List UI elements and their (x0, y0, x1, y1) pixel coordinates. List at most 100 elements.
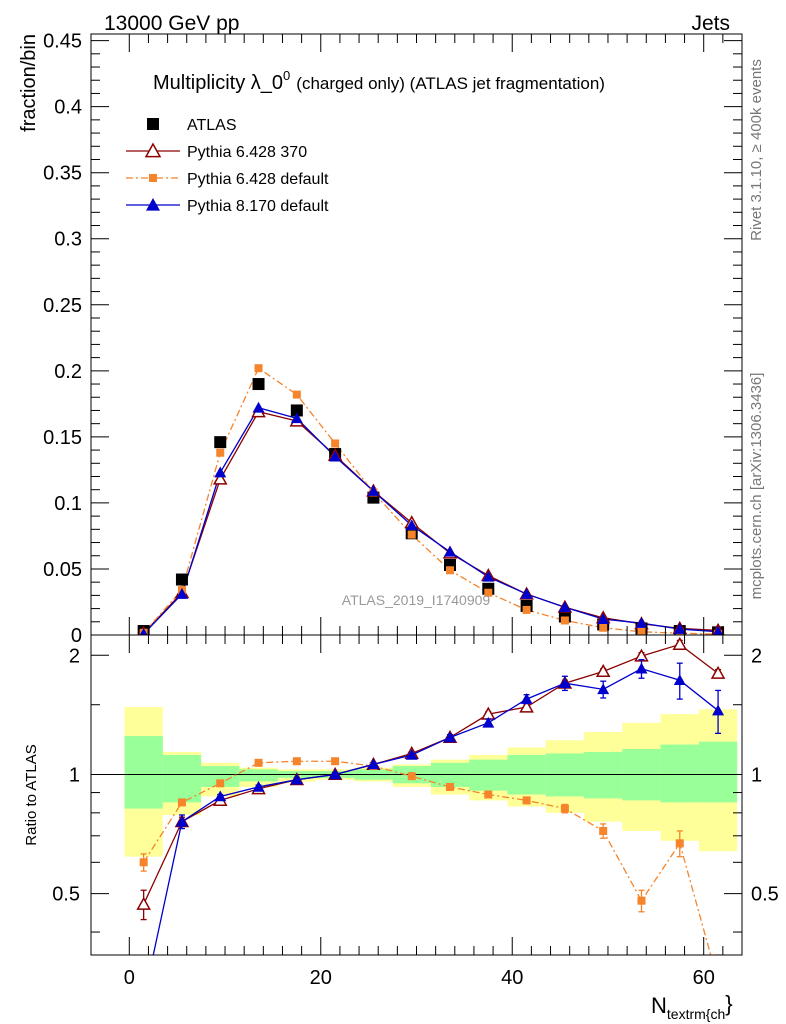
ratio-ytick-label-right: 2 (751, 645, 762, 667)
ratio-marker-s0-p14 (672, 636, 688, 650)
main-ytick-label: 0.25 (43, 295, 82, 317)
legend-marker-3 (146, 198, 160, 211)
legend: ATLAS Pythia 6.428 370 Pythia 6.428 defaul… (126, 117, 329, 215)
ratio-xtick-label: 0 (124, 967, 135, 989)
ratio-band-green-14 (660, 744, 699, 803)
main-marker-s3-p12 (597, 613, 610, 624)
ratio-marker-s2-p14 (673, 674, 686, 685)
main-line-series-3 (143, 407, 719, 635)
ratio-marker-s1-p10 (522, 796, 531, 805)
main-marker-s3-p8 (444, 545, 457, 557)
ratio-ytick-label-left: 1 (69, 764, 80, 786)
xlabel-tail: } (725, 991, 732, 1016)
main-marker-s2-p13 (637, 627, 646, 635)
legend-label-0: ATLAS (187, 117, 237, 134)
ratio-marker-s1-p13 (637, 896, 646, 905)
header-right: Jets (691, 12, 730, 35)
title-sup: 0 (283, 68, 290, 83)
main-marker-s2-p11 (560, 616, 569, 625)
ratio-marker-s2-p1 (175, 815, 188, 827)
legend-marker-2 (149, 174, 157, 182)
ratio-line-series-1 (143, 760, 712, 955)
ratio-marker-s0-p10 (519, 699, 534, 713)
ratio-marker-s2-p8 (444, 731, 457, 743)
main-marker-s2-p3 (254, 364, 263, 373)
main-ytick-label: 0.45 (43, 31, 82, 53)
ratio-xtick-label: 20 (310, 967, 332, 989)
ratio-band-green-2 (201, 766, 240, 787)
ratio-marker-s2-p3 (252, 780, 265, 792)
legend-marker-1 (144, 142, 162, 158)
main-ytick-label: 0.3 (54, 229, 82, 251)
main-ytick-label: 0.1 (54, 493, 82, 515)
main-marker-s3-p14 (673, 623, 686, 634)
ratio-marker-s2-p13 (635, 662, 648, 674)
main-marker-s3-p10 (520, 588, 533, 599)
main-ytick-label: 0.2 (54, 361, 82, 383)
main-marker-s3-p2 (214, 466, 227, 478)
ratio-marker-s2-p12 (597, 683, 610, 695)
ratio-ytick-label-left: 0.5 (52, 884, 80, 906)
ratio-line-series-2 (152, 667, 719, 955)
ratio-xtick-label: 40 (501, 967, 523, 989)
main-marker-s0-p2 (214, 436, 227, 449)
ratio-marker-s0-p12 (595, 663, 611, 678)
main-marker-s3-p4 (290, 412, 303, 424)
main-marker-s2-p9 (484, 588, 493, 597)
legend-marker-0 (147, 118, 159, 130)
ratio-ytick-label-right: 0.5 (751, 884, 779, 906)
main-ytick-label: 0.05 (43, 559, 82, 581)
ratio-marker-s1-p8 (446, 782, 455, 791)
ratio-marker-s1-p9 (484, 790, 493, 799)
main-ytick-label: 0 (71, 625, 82, 647)
side-rivet: Rivet 3.1.10, ≥ 400k events (748, 59, 765, 241)
legend-label-2: Pythia 6.428 default (187, 171, 329, 188)
ratio-marker-s1-p5 (331, 757, 340, 766)
main-marker-s3-p15 (712, 625, 724, 635)
main-marker-s2-p5 (331, 439, 340, 448)
ratio-marker-s2-p4 (290, 773, 303, 785)
xlabel-sub: textrm{ch (667, 1006, 725, 1022)
main-marker-s3-p3 (252, 401, 265, 413)
main-marker-s1-p2 (212, 471, 228, 485)
legend-label-1: Pythia 6.428 370 (187, 144, 307, 161)
ratio-marker-s2-p6 (367, 758, 380, 770)
ratio-marker-s1-p2 (216, 779, 225, 788)
ratio-marker-s0-p15 (710, 665, 726, 679)
ratio-marker-s2-p2 (214, 790, 227, 802)
ratio-marker-s1-p7 (407, 772, 416, 781)
main-marker-s2-p2 (216, 448, 225, 457)
ratio-marker-s1-p1 (177, 798, 186, 807)
main-ytick-label: 0.4 (54, 97, 82, 119)
main-marker-s3-p6 (367, 485, 380, 496)
ratio-marker-s1-p0 (139, 858, 148, 867)
main-marker-s2-p8 (446, 566, 455, 575)
ratio-panel: 0.5 0.51 12 20 20 40 60 Ratio to ATLAS (23, 634, 779, 989)
main-marker-s0-p1 (175, 573, 188, 586)
ratio-marker-s2-p7 (405, 748, 418, 760)
ratio-marker-s2-p15 (712, 704, 725, 716)
main-ytick-label: 0.35 (43, 163, 82, 185)
ratio-band-green-12 (584, 751, 623, 799)
ratio-marker-s2-p11 (558, 677, 571, 689)
title-rest: (charged only) (ATLAS jet fragmentation) (296, 74, 605, 93)
main-line-series-2 (143, 367, 719, 635)
main-marker-s3-p0 (139, 627, 148, 635)
ratio-marker-s1-p4 (292, 757, 301, 766)
main-marker-s2-p7 (407, 530, 416, 539)
ratio-marker-s2-p10 (520, 693, 533, 704)
legend-label-3: Pythia 8.170 default (187, 198, 329, 215)
main-marker-s0-p4 (290, 404, 303, 417)
ratio-ytick-label-right: 1 (751, 764, 762, 786)
ratio-marker-s2-p5 (329, 768, 342, 780)
main-ylabel: fraction/bin (18, 34, 40, 132)
main-marker-s3-p7 (405, 519, 418, 531)
main-ytick-label: 0.15 (43, 427, 82, 449)
ratio-band-green-0 (124, 736, 163, 809)
ratio-band-green-3 (239, 769, 278, 782)
x-axis-label: Ntextrm{ch} (651, 991, 733, 1022)
main-marker-s0-p3 (252, 378, 265, 391)
main-marker-s2-p10 (522, 605, 531, 614)
ratio-marker-s1-p12 (599, 826, 608, 835)
